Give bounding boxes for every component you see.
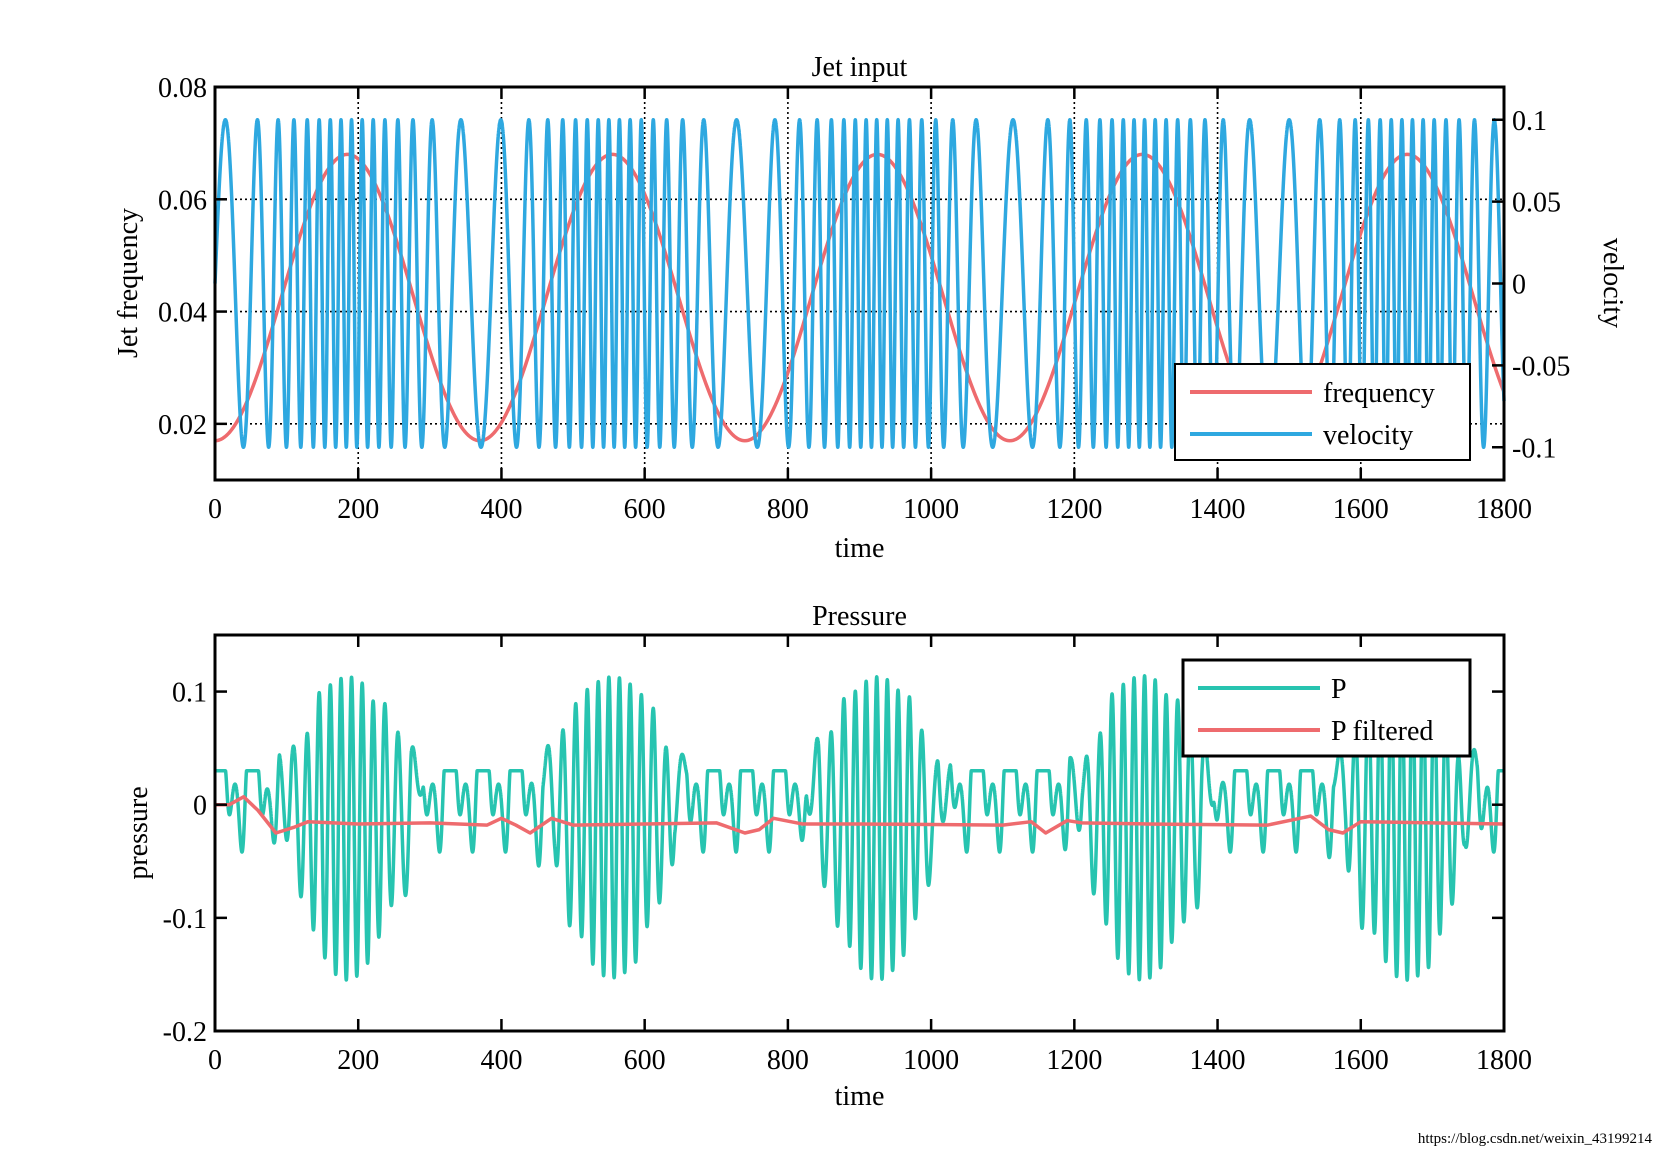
pressure-xlabel: time [835,1081,885,1112]
pressure-filtered-line [215,795,1505,835]
jet-input-xtick-label-1800: 1800 [1476,494,1532,525]
jet-input-xtick-label-200: 200 [337,494,379,525]
pressure-ylabel: pressure [123,786,154,879]
pressure-title: Pressure [812,601,907,632]
pressure-panel: 0 200 400 600 800 1000 1200 1400 1600 1800 -0.2 -0.… [123,601,1532,1112]
jet-input-xlabel: time [835,533,885,564]
jet-input-xtick-label-1200: 1200 [1046,494,1102,525]
jet-input-ytick-label-0.06: 0.06 [158,185,207,216]
jet-input-xtick-label-0: 0 [208,494,222,525]
watermark: https://blog.csdn.net/weixin_43199214 [1418,1131,1653,1147]
pressure-xtick-label-0: 0 [208,1045,222,1076]
jet-input-xtick-label-800: 800 [767,494,809,525]
jet-input-ticks: 0 200 400 600 800 1000 1200 1400 1600 1800 0.02 0.0… [158,73,1570,525]
pressure-xtick-label-1600: 1600 [1333,1045,1389,1076]
pressure-plot-frame [213,633,1506,1033]
pressure-xtick-label-800: 800 [767,1045,809,1076]
legend-frequency-label: frequency [1323,378,1435,409]
jet-input-xtick-label-600: 600 [624,494,666,525]
velocity-line [213,118,1506,449]
pressure-series [213,674,1506,982]
jet-input-title: Jet input [812,52,908,83]
pressure-legend-box [1181,658,1472,758]
jet-input-ytick-label-0.08: 0.08 [158,73,207,104]
pressure-xtick-label-600: 600 [624,1045,666,1076]
jet-input-legend: frequency velocity [1174,363,1471,461]
pressure-legend: P P filtered [1181,658,1472,758]
jet-input-xtick-label-1600: 1600 [1333,494,1389,525]
jet-input-ytick-right-label--0.1: -0.1 [1512,433,1556,464]
pressure-xtick-label-1400: 1400 [1190,1045,1246,1076]
pressure-xtick-label-1800: 1800 [1476,1045,1532,1076]
jet-input-ytick-right-label-0.05: 0.05 [1512,188,1561,219]
pressure-ticks: 0 200 400 600 800 1000 1200 1400 1600 1800 -0.2 -0.… [163,635,1532,1076]
jet-input-panel: 0 200 400 600 800 1000 1200 1400 1600 1800 0.02 0.0… [113,52,1628,564]
jet-input-legend-box [1174,363,1471,461]
pressure-xtick-label-1200: 1200 [1046,1045,1102,1076]
jet-input-ytick-label-0.04: 0.04 [158,298,207,329]
pressure-ytick-label--0.2: -0.2 [163,1017,207,1048]
pressure-ytick-label--0.1: -0.1 [163,904,207,935]
pressure-xtick-label-200: 200 [337,1045,379,1076]
jet-input-ylabel-right: velocity [1597,238,1628,328]
pressure-xtick-label-1000: 1000 [903,1045,959,1076]
jet-input-xtick-label-1000: 1000 [903,494,959,525]
jet-input-ylabel: Jet frequency [113,208,144,358]
jet-input-xtick-label-1400: 1400 [1190,494,1246,525]
jet-input-ytick-right-label--0.05: -0.05 [1512,351,1570,382]
legend-velocity-label: velocity [1323,420,1413,451]
legend-p-filtered-label: P filtered [1331,716,1433,747]
pressure-p-line [213,674,1506,982]
jet-input-ytick-right-label-0.1: 0.1 [1512,106,1547,137]
jet-input-ytick-label-0.02: 0.02 [158,410,207,441]
jet-input-xtick-label-400: 400 [480,494,522,525]
pressure-ytick-label-0.1: 0.1 [172,678,207,709]
legend-p-label: P [1331,674,1347,705]
pressure-xtick-label-400: 400 [480,1045,522,1076]
pressure-ytick-label-0: 0 [193,791,207,822]
jet-input-ytick-right-label-0: 0 [1512,270,1526,301]
